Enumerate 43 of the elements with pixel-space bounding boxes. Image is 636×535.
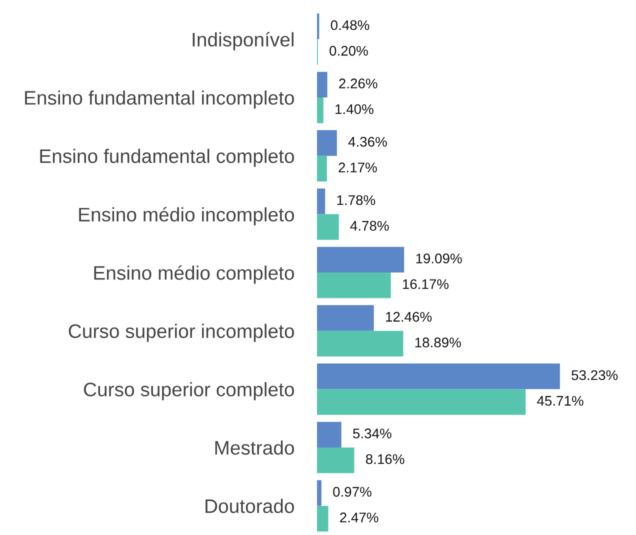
y-tick-label: Ensino fundamental completo: [40, 148, 294, 167]
y-tick-label: Curso superior incompleto: [68, 324, 294, 342]
data-label: 45.71%: [537, 396, 584, 406]
data-label: 0.20%: [330, 46, 368, 56]
y-tick-label: Doutorado: [206, 498, 294, 514]
bar: [317, 156, 327, 182]
bar: [317, 305, 374, 331]
y-tick-label: Ensino médio completo: [94, 265, 294, 284]
bar: [317, 98, 324, 124]
data-label: 16.17%: [402, 279, 449, 290]
bar: [317, 330, 404, 356]
bar: [317, 364, 560, 390]
data-label: 2.17%: [338, 162, 377, 172]
bar: [317, 389, 526, 415]
data-label: 0.48%: [330, 20, 370, 30]
data-label: 53.23%: [572, 370, 618, 380]
y-tick-label: Ensino médio incompleto: [79, 207, 294, 226]
bar: [317, 246, 404, 272]
y-tick-label: Curso superior completo: [84, 382, 294, 400]
bar: [317, 480, 322, 506]
data-label: 1.78%: [337, 195, 376, 206]
data-label: 2.26%: [339, 78, 378, 88]
bar: [317, 188, 326, 214]
bar: [317, 506, 328, 532]
data-label: 18.89%: [415, 338, 461, 348]
data-label: 1.40%: [336, 104, 374, 114]
data-label: 5.34%: [353, 428, 392, 438]
bar: [317, 272, 391, 298]
data-label: 4.78%: [350, 220, 389, 231]
y-tick-label: Indisponível: [192, 32, 294, 50]
y-tick-label: Mestrado: [215, 440, 294, 455]
data-label: 8.16%: [366, 454, 404, 464]
data-label: 2.47%: [340, 512, 378, 522]
data-label: 19.09%: [416, 254, 462, 264]
bar: [317, 72, 328, 98]
bar: [317, 422, 342, 448]
bar: [317, 214, 339, 240]
bar: [317, 448, 354, 474]
data-label: 12.46%: [386, 312, 432, 322]
data-label: 4.36%: [348, 136, 387, 147]
data-label: 0.97%: [333, 486, 372, 497]
bar: [317, 130, 337, 156]
y-tick-label: Ensino fundamental incompleto: [25, 90, 294, 109]
